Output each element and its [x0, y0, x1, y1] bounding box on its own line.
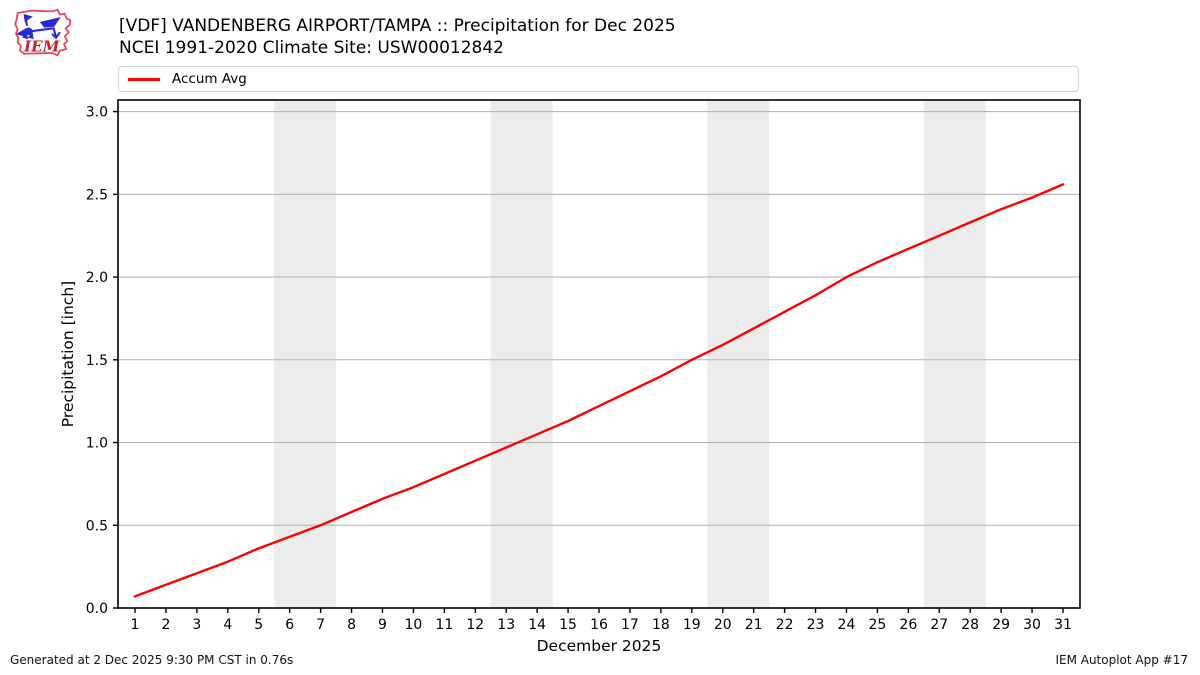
x-tick-label: 7 — [316, 617, 325, 633]
x-tick-label: 30 — [1023, 617, 1041, 633]
y-tick-label: 0.5 — [86, 518, 108, 534]
y-tick-label: 1.0 — [86, 436, 108, 452]
x-tick-label: 10 — [404, 617, 422, 633]
x-tick-label: 6 — [285, 617, 294, 633]
x-tick-label: 16 — [590, 617, 608, 633]
x-tick-label: 31 — [1054, 617, 1072, 633]
x-tick-label: 8 — [347, 617, 356, 633]
x-tick-label: 22 — [776, 617, 794, 633]
legend-line-sample — [128, 77, 160, 81]
x-tick-label: 27 — [930, 617, 948, 633]
legend: Accum Avg — [118, 66, 1079, 92]
y-tick-label: 1.5 — [86, 353, 108, 369]
y-tick-label: 0.0 — [86, 601, 108, 617]
x-tick-label: 1 — [131, 617, 140, 633]
y-tick-label: 2.5 — [86, 187, 108, 203]
logo-iem-text: IEM — [23, 37, 61, 55]
x-tick-label: 3 — [192, 617, 201, 633]
x-tick-label: 17 — [621, 617, 639, 633]
x-tick-label: 15 — [559, 617, 577, 633]
x-tick-label: 14 — [528, 617, 546, 633]
x-tick-label: 20 — [714, 617, 732, 633]
generated-timestamp: Generated at 2 Dec 2025 9:30 PM CST in 0… — [10, 653, 294, 667]
x-tick-label: 18 — [652, 617, 670, 633]
y-tick-label: 3.0 — [86, 105, 108, 121]
x-tick-label: 25 — [868, 617, 886, 633]
x-tick-label: 13 — [497, 617, 515, 633]
x-tick-label: 26 — [899, 617, 917, 633]
x-tick-label: 23 — [807, 617, 825, 633]
weekend-band — [490, 101, 553, 608]
chart-subtitle: NCEI 1991-2020 Climate Site: USW00012842 — [119, 38, 504, 58]
x-tick-label: 5 — [254, 617, 263, 633]
y-axis-label: Precipitation [inch] — [59, 281, 77, 427]
weekend-band — [707, 101, 770, 608]
weather-vane-icon — [15, 13, 61, 40]
weekend-band — [923, 101, 986, 608]
app-credit: IEM Autoplot App #17 — [1055, 653, 1188, 667]
x-tick-label: 12 — [466, 617, 484, 633]
x-tick-label: 21 — [745, 617, 763, 633]
x-tick-label: 24 — [838, 617, 856, 633]
x-tick-label: 28 — [961, 617, 979, 633]
chart-title: [VDF] VANDENBERG AIRPORT/TAMPA :: Precip… — [119, 16, 676, 36]
legend-label: Accum Avg — [172, 71, 247, 87]
iem-logo: IEM — [14, 8, 72, 57]
y-tick-label: 2.0 — [86, 270, 108, 286]
accum-avg-line — [133, 183, 1065, 598]
x-tick-label: 19 — [683, 617, 701, 633]
x-tick-label: 9 — [378, 617, 387, 633]
x-tick-label: 11 — [435, 617, 453, 633]
x-tick-label: 2 — [161, 617, 170, 633]
chart-titles: [VDF] VANDENBERG AIRPORT/TAMPA :: Precip… — [119, 15, 676, 59]
x-axis-label: December 2025 — [537, 637, 662, 655]
x-tick-label: 29 — [992, 617, 1010, 633]
x-tick-label: 4 — [223, 617, 232, 633]
